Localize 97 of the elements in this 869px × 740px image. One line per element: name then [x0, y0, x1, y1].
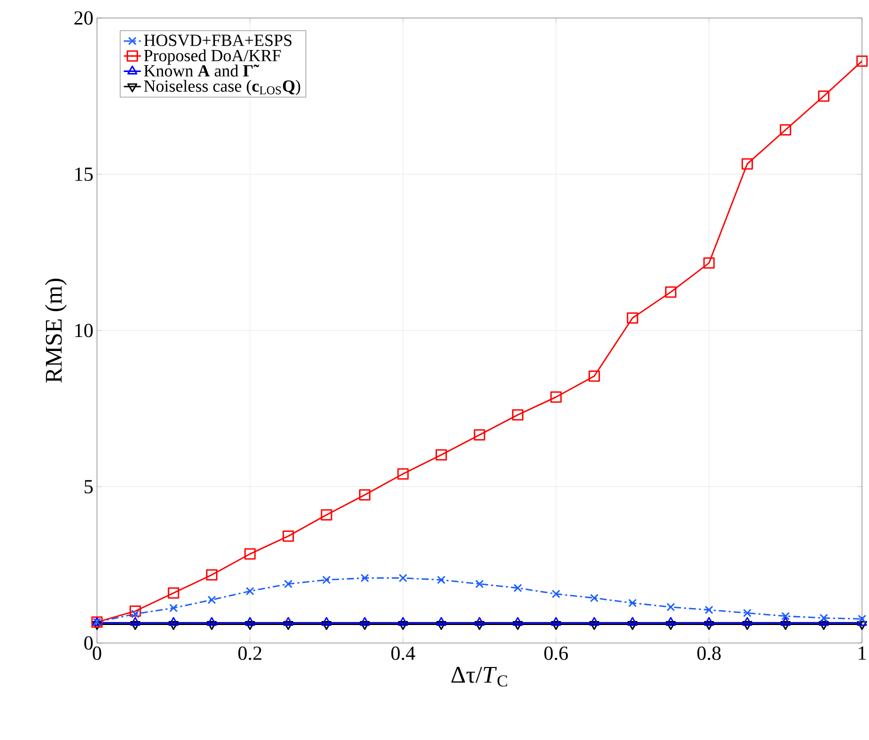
point [168, 617, 179, 626]
point [514, 584, 522, 592]
point [550, 621, 562, 630]
point [704, 621, 714, 630]
point [282, 530, 294, 542]
point [474, 617, 485, 626]
point [475, 580, 484, 588]
point [820, 614, 828, 622]
point [322, 576, 331, 584]
point [666, 621, 676, 630]
legend-label: Noiseless case (c$_{LOS}$Q) [144, 80, 300, 96]
point [590, 594, 598, 602]
point [360, 617, 370, 626]
point [512, 617, 523, 626]
point [627, 617, 638, 626]
x-tick-label: 1 [858, 646, 866, 660]
point [168, 587, 180, 599]
point [742, 617, 752, 626]
point [397, 468, 409, 480]
point [244, 621, 256, 630]
point [436, 621, 446, 630]
point [398, 621, 408, 630]
point [436, 617, 446, 626]
x-tick-label: 0.6 [544, 646, 568, 660]
point [780, 621, 791, 630]
point [781, 612, 790, 620]
x-tick-label: 0 [92, 646, 102, 660]
point [818, 90, 830, 102]
point [206, 617, 217, 626]
point [398, 574, 408, 582]
point [168, 621, 179, 630]
point [666, 602, 675, 612]
x-tick-label: 0.8 [697, 646, 721, 660]
x-tick-label: 0.2 [238, 646, 262, 660]
point [321, 617, 332, 626]
point [206, 621, 217, 630]
point [360, 574, 369, 582]
x-tick-label: 0.4 [391, 646, 416, 660]
point [360, 621, 370, 630]
point [589, 617, 600, 626]
point [628, 598, 637, 608]
y-tick-label: 20 [74, 11, 93, 25]
point [246, 586, 254, 596]
point [704, 606, 714, 614]
point [550, 391, 562, 403]
y-tick-label: 5 [84, 480, 93, 494]
point [474, 621, 485, 630]
y-tick-label: 15 [75, 168, 93, 181]
point [206, 569, 218, 581]
point [550, 617, 562, 626]
point [665, 286, 676, 298]
point [780, 617, 791, 626]
point [552, 590, 560, 598]
point [512, 409, 524, 421]
point [244, 617, 256, 626]
y-axis-title: RMSE (m) [45, 278, 67, 383]
point [588, 370, 600, 382]
point [244, 548, 256, 560]
legend-label: Proposed DoA/KRF [144, 49, 281, 65]
point [169, 604, 178, 612]
point [284, 580, 292, 588]
point [780, 124, 792, 136]
point [743, 608, 752, 618]
x-axis-title: Δτ/T$_{C}$ [451, 666, 508, 687]
point [208, 596, 216, 604]
point [742, 158, 753, 170]
point [856, 621, 868, 630]
point [666, 617, 676, 626]
point [512, 621, 523, 630]
point [283, 621, 294, 630]
point [856, 617, 868, 626]
point [703, 257, 715, 269]
point [818, 621, 829, 630]
point [359, 489, 370, 501]
point [321, 621, 332, 630]
point [856, 55, 868, 67]
point [627, 621, 638, 630]
point [131, 610, 140, 618]
point [437, 576, 446, 584]
y-tick-label: 10 [75, 324, 93, 338]
y-tick-label: 0 [84, 636, 93, 650]
legend-label: Known A and Γ̃ [144, 64, 260, 77]
point [283, 617, 294, 626]
point [704, 617, 714, 626]
point [589, 621, 600, 630]
point [436, 449, 447, 461]
point [320, 509, 332, 521]
point [474, 429, 486, 441]
point [858, 614, 866, 624]
point [626, 312, 638, 324]
point [742, 621, 752, 630]
point [398, 617, 408, 626]
legend-label: HOSVD+FBA+ESPS [144, 34, 292, 46]
point [130, 617, 140, 626]
point [130, 605, 141, 617]
point [130, 621, 140, 630]
point [92, 621, 102, 630]
